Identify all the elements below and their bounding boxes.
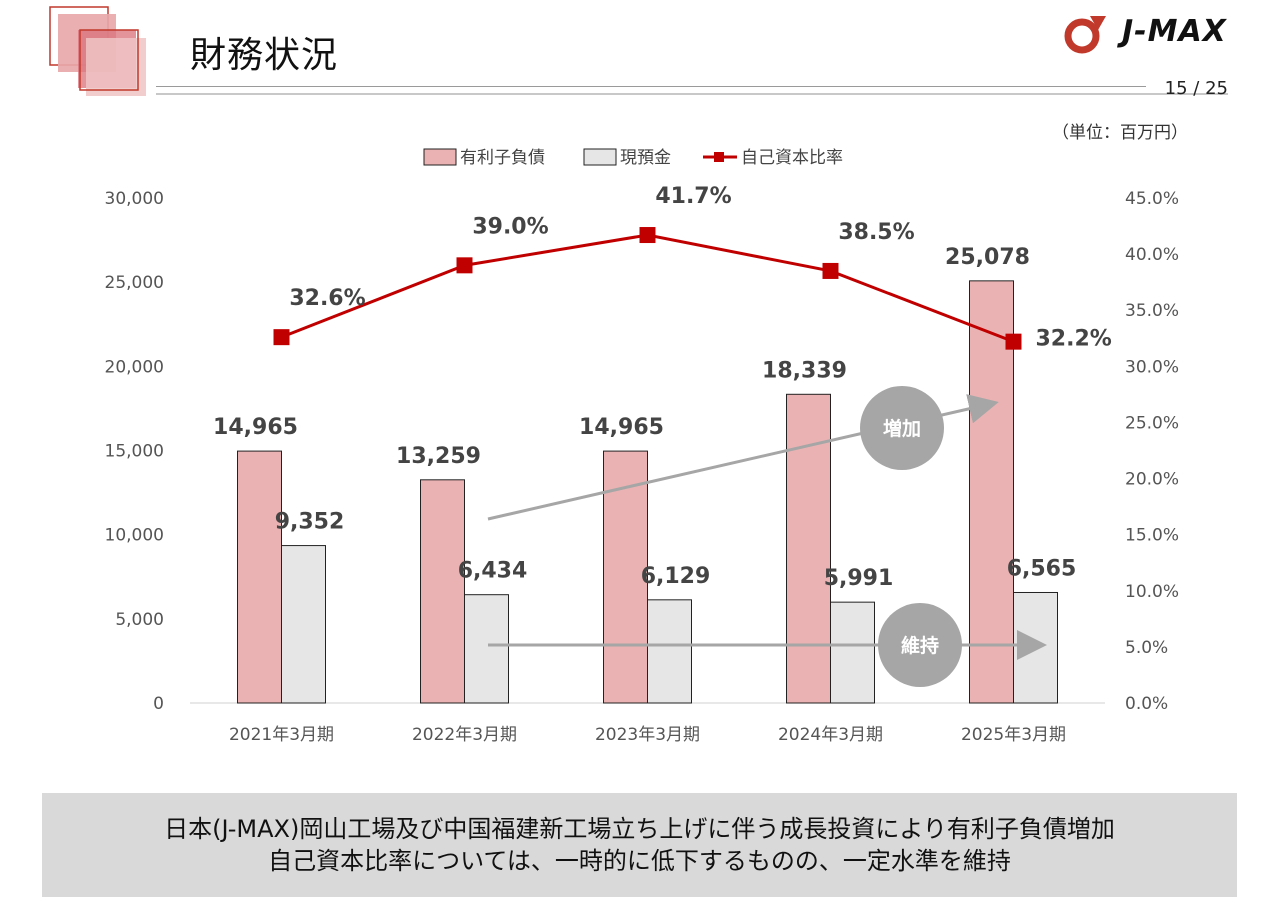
legend-debt-label: 有利子負債 [460, 148, 545, 168]
y-right-tick-label: 45.0% [1125, 189, 1179, 209]
equity-ratio-data-label: 32.6% [289, 286, 365, 311]
y-right-tick-label: 25.0% [1125, 413, 1179, 433]
legend-equity-marker [714, 152, 724, 162]
y-right-tick-label: 10.0% [1125, 582, 1179, 602]
cash-bar [464, 594, 509, 704]
y-right-tick-label: 20.0% [1125, 470, 1179, 490]
x-tick-label: 2023年3月期 [595, 725, 700, 745]
equity-ratio-line [280, 233, 1015, 344]
legend-equity-label: 自己資本比率 [741, 148, 843, 168]
maintain-badge [878, 603, 962, 687]
cash-data-label: 6,129 [641, 564, 711, 589]
debt-bar [237, 450, 282, 704]
equity-ratio-data-label: 39.0% [472, 214, 548, 239]
header-decoration [49, 6, 146, 96]
equity-ratio-marker [456, 257, 473, 274]
y-left-tick-label: 10,000 [105, 526, 164, 546]
y-left-tick-label: 5,000 [115, 610, 164, 630]
summary-line-1: 日本(J-MAX)岡山工場及び中国福建新工場立ち上げに伴う成長投資により有利子負… [164, 815, 1115, 843]
company-logo-icon [1064, 16, 1106, 54]
page-number: 15 / 25 [1164, 78, 1228, 99]
legend-cash-label: 現預金 [620, 148, 671, 168]
equity-ratio-marker [822, 262, 839, 279]
debt-data-label: 25,078 [945, 245, 1030, 270]
cash-data-label: 5,991 [824, 566, 894, 591]
company-logo-text: J-MAX [1122, 14, 1227, 49]
equity-ratio-marker [639, 227, 656, 244]
maintain-badge-label: 維持 [901, 634, 939, 657]
cash-bar [647, 599, 692, 704]
debt-bar [420, 479, 465, 704]
x-tick-label: 2022年3月期 [412, 725, 517, 745]
y-left-tick-label: 25,000 [105, 273, 164, 293]
y-right-tick-label: 30.0% [1125, 357, 1179, 377]
page-title: 財務状況 [190, 35, 339, 76]
cash-bar [830, 601, 875, 704]
equity-ratio-data-label: 41.7% [655, 184, 731, 209]
title-underline [156, 86, 1146, 87]
y-left-tick-label: 30,000 [105, 189, 164, 209]
debt-data-label: 13,259 [396, 444, 481, 469]
cash-bar [1013, 591, 1058, 704]
cash-data-label: 9,352 [275, 510, 345, 535]
cash-bar [281, 545, 326, 704]
legend-debt-swatch [423, 148, 457, 166]
increase-badge-label: 増加 [883, 417, 921, 440]
debt-data-label: 18,339 [762, 358, 847, 383]
y-right-tick-label: 40.0% [1125, 245, 1179, 265]
cash-data-label: 6,565 [1007, 556, 1077, 581]
equity-ratio-marker [1005, 333, 1022, 350]
cash-data-label: 6,434 [458, 559, 528, 584]
y-right-tick-label: 0.0% [1125, 694, 1168, 714]
equity-ratio-marker [273, 329, 290, 346]
debt-data-label: 14,965 [213, 415, 298, 440]
financial-chart: 0 5,000 10,000 15,000 20,000 25,000 30,000 0.0%… [105, 148, 1180, 745]
debt-bar [969, 280, 1014, 704]
y-left-tick-label: 0 [153, 694, 164, 714]
debt-data-label: 14,965 [579, 415, 664, 440]
y-left-tick-label: 15,000 [105, 442, 164, 462]
debt-bar [603, 450, 648, 704]
summary-box: 日本(J-MAX)岡山工場及び中国福建新工場立ち上げに伴う成長投資により有利子負… [42, 793, 1237, 897]
legend-cash-swatch [583, 148, 617, 166]
x-tick-label: 2024年3月期 [778, 725, 883, 745]
y-right-tick-label: 15.0% [1125, 526, 1179, 546]
y-right-tick-label: 5.0% [1125, 638, 1168, 658]
y-left-tick-label: 20,000 [105, 357, 164, 377]
equity-ratio-data-label: 38.5% [838, 220, 914, 245]
equity-ratio-data-label: 32.2% [1036, 327, 1112, 352]
summary-line-2: 自己資本比率については、一時的に低下するものの、一定水準を維持 [268, 847, 1011, 875]
unit-label: （単位：百万円） [1052, 123, 1188, 143]
y-right-tick-label: 35.0% [1125, 301, 1179, 321]
x-tick-label: 2025年3月期 [961, 725, 1066, 745]
title-underline-secondary [156, 93, 1228, 95]
increase-badge [860, 386, 944, 470]
x-tick-label: 2021年3月期 [229, 725, 334, 745]
